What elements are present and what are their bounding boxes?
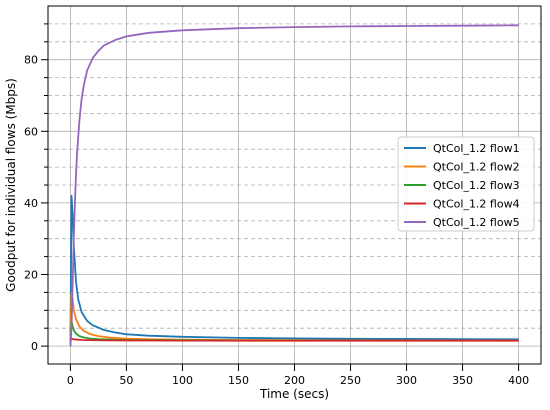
legend-label: QtCol_1.2 flow2 — [433, 161, 520, 174]
legend: QtCol_1.2 flow1 QtCol_1.2 flow2 QtCol_1.2 … — [397, 136, 535, 232]
x-tick-label: 250 — [340, 374, 361, 387]
series-line-qtcol-1-2-flow5 — [69, 24, 519, 347]
y-axis-label: Goodput for individual flows (Mbps) — [4, 78, 18, 292]
legend-label: QtCol_1.2 flow4 — [433, 198, 520, 211]
y-tick-label: 20 — [24, 269, 38, 282]
x-tick-label: 300 — [396, 374, 417, 387]
x-tick-label: 400 — [508, 374, 529, 387]
legend-label: QtCol_1.2 flow1 — [433, 142, 520, 155]
x-tick-label: 350 — [452, 374, 473, 387]
x-tick-label: 50 — [119, 374, 133, 387]
x-tick-label: 200 — [284, 374, 305, 387]
legend-label: QtCol_1.2 flow5 — [433, 216, 520, 229]
x-tick-label: 100 — [172, 374, 193, 387]
y-tick-label: 80 — [24, 54, 38, 67]
series-layer — [69, 24, 519, 347]
legend-label: QtCol_1.2 flow3 — [433, 179, 520, 192]
x-tick-label: 0 — [67, 374, 74, 387]
series-line-qtcol-1-2-flow4 — [69, 337, 519, 342]
x-axis-label: Time (secs) — [259, 387, 329, 401]
grid-layer — [48, 6, 541, 364]
tick-layer: 0 20 40 60 80 0 50 100 150 200 250 300 350 400 — [24, 23, 529, 387]
x-tick-label: 150 — [228, 374, 249, 387]
y-tick-label: 40 — [24, 197, 38, 210]
y-tick-label: 60 — [24, 125, 38, 138]
y-tick-label: 0 — [31, 340, 38, 353]
legend-box — [397, 136, 535, 232]
